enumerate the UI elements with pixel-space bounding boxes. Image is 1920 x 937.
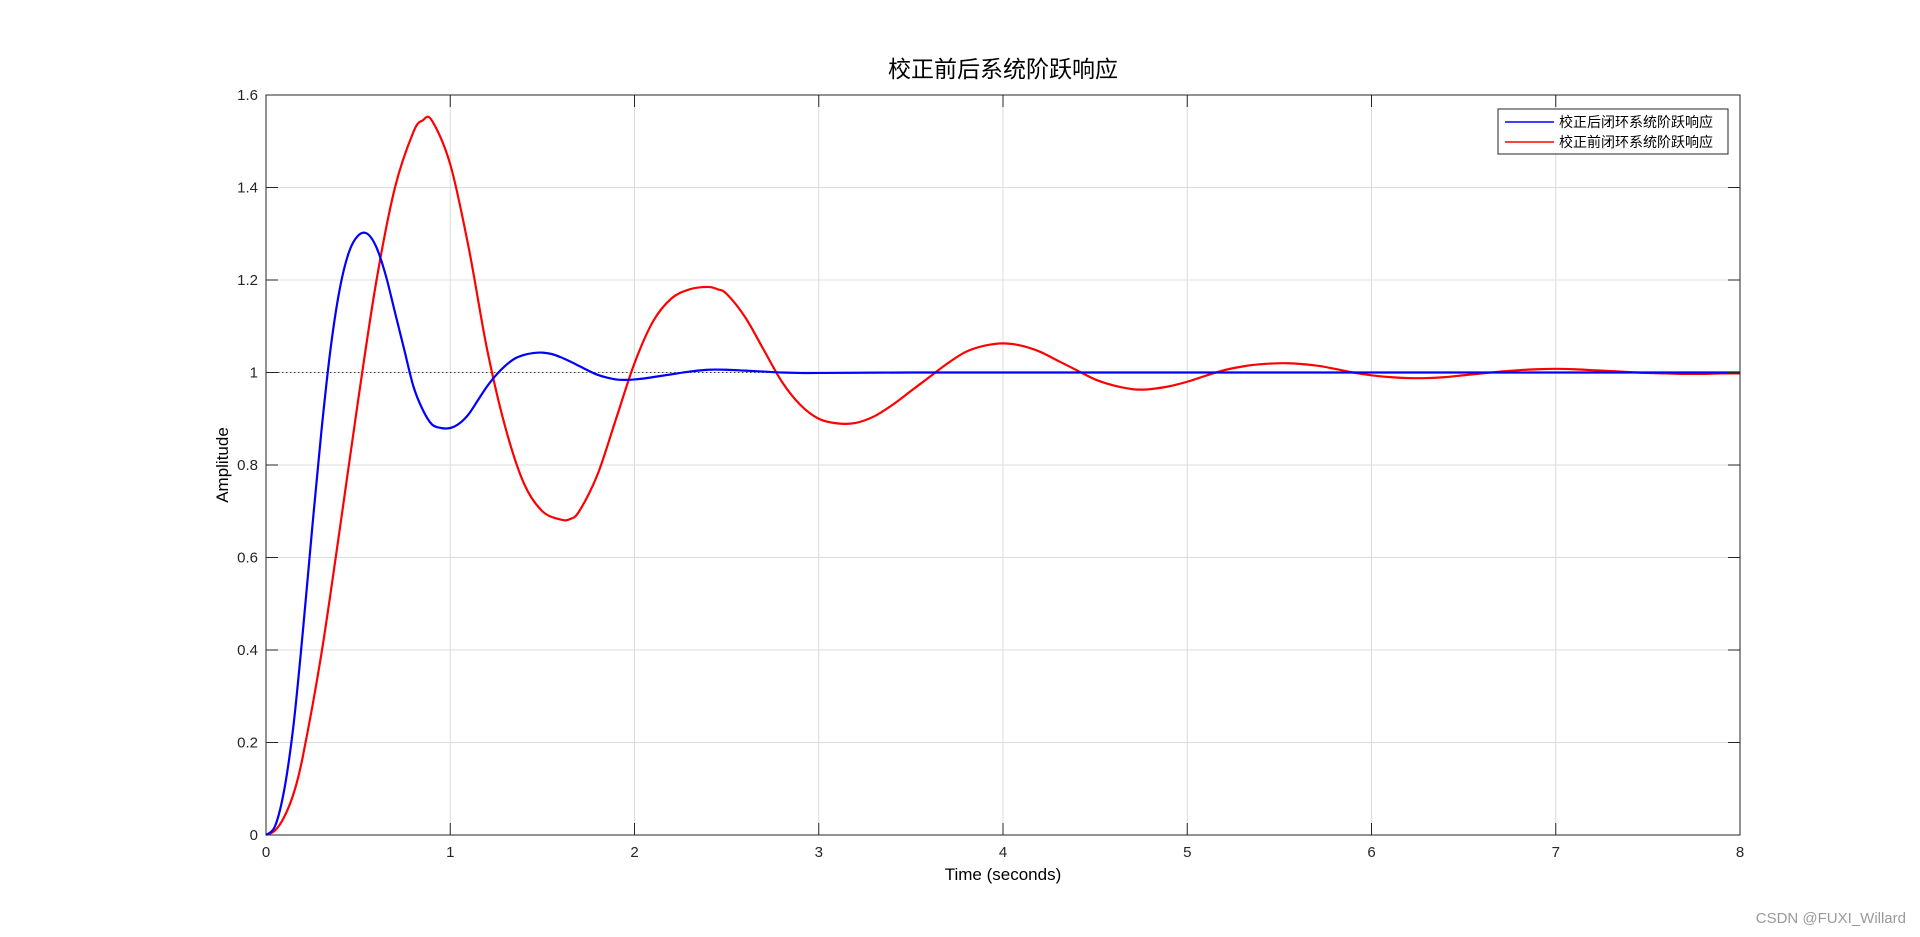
x-tick-label: 8 xyxy=(1736,844,1744,861)
legend-label-1: 校正前闭环系统阶跃响应 xyxy=(1559,134,1713,151)
x-tick-label: 6 xyxy=(1367,844,1375,861)
y-tick-labels: 0 0.2 0.4 0.6 0.8 1 1.2 1.4 1.6 xyxy=(237,87,258,844)
y-tick-label: 1 xyxy=(250,365,258,382)
series-layer xyxy=(265,115,1741,837)
grid xyxy=(266,95,1740,835)
x-tick-label: 0 xyxy=(262,844,270,861)
y-tick-label: 0.4 xyxy=(237,642,258,659)
x-axis-label: Time (seconds) xyxy=(945,865,1062,884)
x-tick-label: 5 xyxy=(1183,844,1191,861)
legend: 校正后闭环系统阶跃响应 校正前闭环系统阶跃响应 xyxy=(1497,108,1729,155)
x-tick-label: 2 xyxy=(630,844,638,861)
y-tick-label: 0.6 xyxy=(237,550,258,567)
x-tick-labels: 0 1 2 3 4 5 6 7 8 xyxy=(262,844,1744,861)
x-tick-label: 4 xyxy=(999,844,1007,861)
series-line-0 xyxy=(265,231,1740,836)
legend-box xyxy=(1497,108,1729,155)
x-tick-label: 1 xyxy=(446,844,454,861)
x-tick-label: 7 xyxy=(1552,844,1560,861)
x-tick-label: 3 xyxy=(815,844,823,861)
y-axis-label: Amplitude xyxy=(213,427,232,503)
y-tick-label: 0.2 xyxy=(237,735,258,752)
y-tick-label: 1.2 xyxy=(237,272,258,289)
tick-marks xyxy=(265,94,1741,836)
y-tick-label: 1.6 xyxy=(237,87,258,104)
chart-title: 校正前后系统阶跃响应 xyxy=(888,57,1118,83)
y-tick-label: 0.8 xyxy=(237,457,258,474)
y-tick-label: 1.4 xyxy=(237,180,258,197)
watermark: CSDN @FUXI_Willard xyxy=(1755,910,1906,927)
legend-label-0: 校正后闭环系统阶跃响应 xyxy=(1559,114,1713,131)
y-tick-label: 0 xyxy=(250,827,258,844)
